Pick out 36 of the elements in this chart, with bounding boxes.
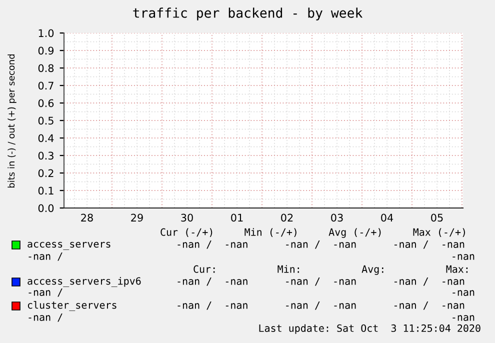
text: -nan xyxy=(452,315,474,321)
x-tick-label: 30 xyxy=(181,214,193,222)
text: Last update: Sat Oct 3 11:25:04 2020 xyxy=(259,324,480,334)
x-tick-label: 02 xyxy=(281,214,293,222)
text: -nan / xyxy=(28,288,62,297)
x-tick-label: 03 xyxy=(331,214,343,222)
text: Cur: Min: Avg: Max: xyxy=(194,265,468,275)
y-tick-label: 0.5 xyxy=(38,116,54,125)
legend-label: access_servers_ipv6 xyxy=(28,277,141,287)
legend-label: access_servers xyxy=(28,242,110,250)
legend-label: cluster_servers xyxy=(28,300,116,312)
y-tick-label: 0.2 xyxy=(38,169,54,178)
x-tick-label: 04 xyxy=(381,214,394,222)
text: -nan xyxy=(452,254,474,260)
y-tick-label: 0.9 xyxy=(38,46,54,55)
text: -nan xyxy=(452,290,474,296)
y-tick-label: 0.0 xyxy=(38,204,54,212)
text: -nan / xyxy=(28,252,62,261)
x-tick-label: 01 xyxy=(231,214,243,222)
y-tick-label: 1.0 xyxy=(38,29,54,38)
y-axis-title: bits in (-) / out (+) per second xyxy=(8,54,16,188)
y-tick-label: 0.3 xyxy=(38,152,54,160)
x-tick-label: 05 xyxy=(431,214,443,222)
x-tick-label: 28 xyxy=(81,214,93,222)
x-tick-label: 29 xyxy=(131,214,143,222)
text: -nan / -nan -nan / -nan -nan / -nan xyxy=(178,240,464,249)
y-tick-label: 0.6 xyxy=(38,99,54,108)
chart-title: traffic per backend - by week xyxy=(133,8,362,20)
y-tick-label: 0.8 xyxy=(38,64,54,72)
text: -nan / xyxy=(28,313,62,322)
y-tick-label: 0.7 xyxy=(38,82,54,90)
y-tick-label: 0.1 xyxy=(38,186,54,195)
text: -nan / -nan -nan / -nan -nan / -nan xyxy=(178,301,464,310)
text: Cur (-/+) Min (-/+) Avg (-/+) Max (-/+) xyxy=(160,228,465,238)
text: -nan / -nan -nan / -nan -nan / -nan xyxy=(178,277,464,286)
y-tick-label: 0.4 xyxy=(38,134,54,142)
